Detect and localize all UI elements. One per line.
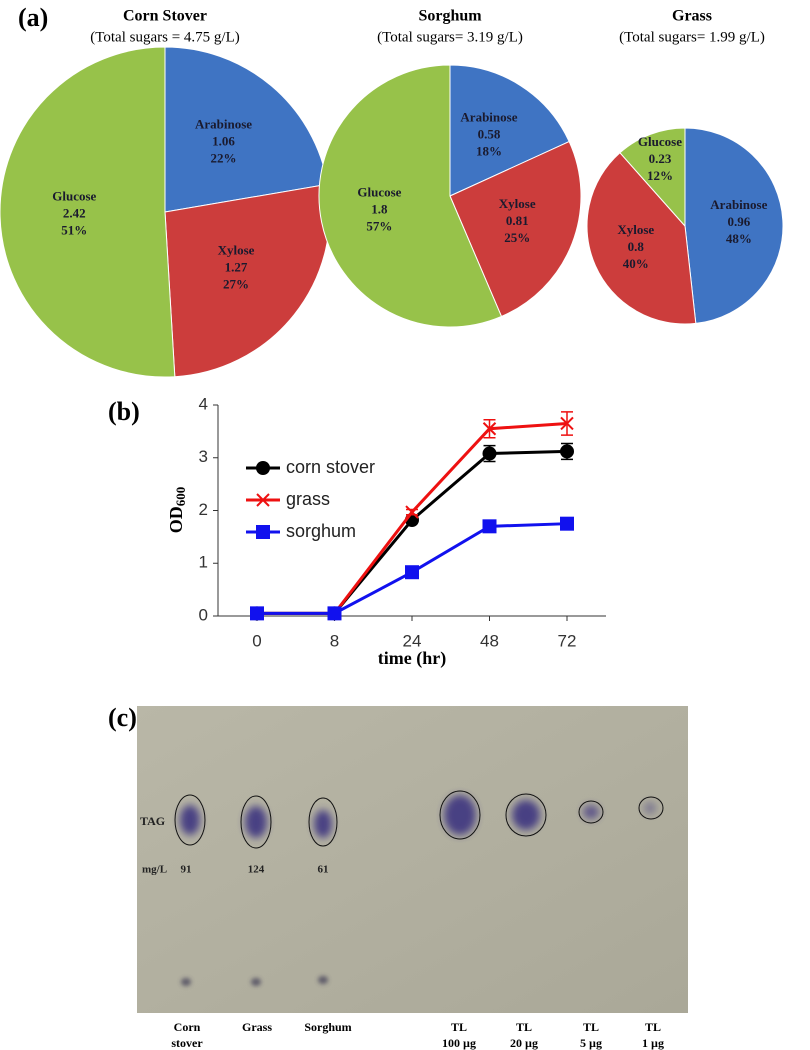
pie-slice (684, 127, 784, 324)
marker (250, 606, 264, 621)
amount: 124 (248, 864, 265, 876)
pie-slice (449, 64, 570, 197)
lane-label: 20 µg (510, 1036, 538, 1050)
slice-percent: 12% (647, 168, 673, 183)
chart-subtitle: (Total sugars= 1.99 g/L) (619, 29, 765, 45)
slice-percent: 57% (366, 218, 392, 233)
slice-value: 0.8 (628, 239, 645, 254)
y-axis-label-main: OD (166, 506, 186, 533)
lane-label: Corn (174, 1020, 201, 1034)
slice-label: Glucose (638, 134, 682, 149)
slice-label: Xylose (617, 222, 654, 237)
row-label: TAG (140, 814, 165, 828)
marker (405, 565, 419, 580)
marker (560, 416, 574, 431)
x-tick-label: 24 (403, 631, 422, 650)
slice-value: 0.23 (649, 151, 672, 166)
x-tick-label: 0 (252, 631, 261, 650)
y-axis-label: OD600 (166, 487, 188, 534)
slice-label: Glucose (52, 189, 96, 204)
y-axis-label-sub: 600 (173, 487, 188, 507)
marker (327, 606, 342, 621)
pie-slice (0, 46, 176, 378)
lane-label: Grass (242, 1020, 272, 1034)
x-tick-label: 8 (330, 631, 339, 650)
lane-label: TL (451, 1020, 467, 1034)
pie-slice (619, 127, 686, 228)
slice-label: Arabinose (460, 109, 517, 124)
panel-label: (a) (18, 3, 48, 32)
slice-value: 0.58 (478, 126, 501, 141)
slice-value: 1.06 (212, 134, 235, 149)
pie-slice (318, 64, 503, 328)
panel-label: (b) (108, 397, 140, 426)
x-axis-label: time (hr) (378, 648, 446, 669)
slice-label: Glucose (357, 184, 401, 199)
slice-percent: 22% (211, 151, 237, 166)
slice-percent: 48% (726, 231, 752, 246)
legend-label: sorghum (286, 521, 356, 541)
lane-label: 5 µg (580, 1036, 602, 1050)
slice-label: Xylose (499, 196, 536, 211)
x-tick-label: 72 (558, 631, 577, 650)
lane-label: 1 µg (642, 1036, 664, 1050)
panel-label: (c) (108, 703, 137, 732)
lane-label: TL (516, 1020, 532, 1034)
chart-subtitle: (Total sugars= 3.19 g/L) (377, 29, 523, 45)
pie-slice (164, 46, 329, 213)
slice-label: Arabinose (195, 117, 252, 132)
lane-label: Sorghum (304, 1020, 351, 1034)
unit-label: mg/L (142, 864, 167, 876)
marker (482, 446, 497, 461)
chart-title: Grass (672, 8, 712, 25)
lane-label: TL (645, 1020, 661, 1034)
slice-value: 1.8 (371, 201, 388, 216)
chart-title: Sorghum (418, 8, 482, 25)
marker (560, 516, 574, 531)
y-tick-label: 2 (199, 500, 208, 519)
legend-marker (256, 525, 270, 539)
legend-marker (256, 493, 270, 507)
chart-subtitle: (Total sugars = 4.75 g/L) (90, 29, 239, 45)
lane-label: stover (171, 1036, 203, 1050)
slice-label: Xylose (218, 242, 255, 257)
lane-label: TL (583, 1020, 599, 1034)
slice-percent: 51% (61, 223, 87, 238)
slice-value: 2.42 (63, 206, 86, 221)
slice-percent: 18% (476, 143, 502, 158)
tlc-plate (137, 706, 688, 1013)
amount: 61 (318, 864, 329, 876)
lane-label: 100 µg (442, 1036, 476, 1050)
slice-value: 1.27 (225, 259, 248, 274)
chart-title: Corn Stover (123, 8, 207, 25)
y-tick-label: 1 (199, 553, 208, 572)
y-tick-label: 0 (199, 605, 208, 624)
y-tick-label: 3 (199, 447, 208, 466)
x-tick-label: 48 (480, 631, 499, 650)
slice-percent: 40% (623, 256, 649, 271)
marker (482, 422, 497, 436)
marker (482, 519, 497, 534)
amount: 91 (181, 864, 192, 876)
slice-value: 0.96 (727, 214, 750, 229)
y-tick-label: 4 (199, 394, 208, 413)
marker (405, 505, 419, 519)
marker (560, 444, 574, 459)
legend-marker (256, 461, 270, 475)
slice-percent: 27% (223, 276, 249, 291)
pie-slice (586, 152, 697, 325)
legend-label: corn stover (286, 457, 375, 477)
slice-percent: 25% (504, 230, 530, 245)
slice-value: 0.81 (506, 213, 529, 228)
legend-label: grass (286, 489, 330, 509)
pie-slice (449, 140, 582, 318)
slice-label: Arabinose (710, 197, 767, 212)
